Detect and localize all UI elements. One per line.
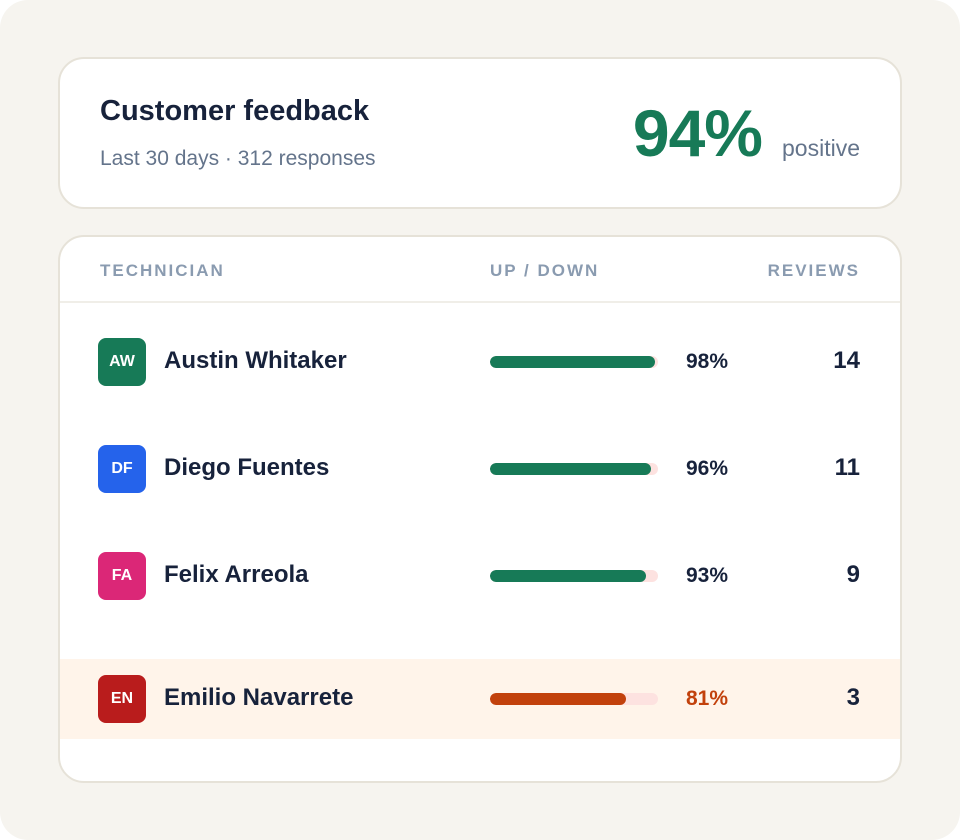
technician-name: Diego Fuentes [164, 454, 330, 481]
title: Customer feedback [100, 95, 370, 127]
avatar: EN [98, 675, 146, 723]
technician-name: Emilio Navarrete [164, 684, 354, 711]
bar [490, 693, 627, 705]
bar-track [490, 570, 658, 582]
bar [490, 356, 655, 368]
bar [490, 570, 647, 582]
percent-label: 93% [685, 564, 728, 587]
subtitle: Last 30 days · 312 responses [100, 147, 376, 170]
column-header: TECHNICIAN [100, 261, 225, 280]
avatar: DF [98, 445, 146, 493]
percent-label: 96% [685, 457, 728, 480]
technician-name: Felix Arreola [164, 561, 309, 588]
table-card: TECHNICIAN UP / DOWN REVIEWS AW Austin Wh… [58, 235, 902, 783]
bar-track [490, 356, 658, 368]
review-count: 11 [834, 454, 860, 481]
percent-label: 98% [685, 350, 728, 373]
avatar: AW [98, 338, 146, 386]
technician-name: Austin Whitaker [164, 347, 347, 374]
row-highlight [60, 659, 900, 739]
score: 94% [632, 96, 763, 170]
bar-track [490, 463, 658, 475]
column-header: UP / DOWN [490, 261, 600, 280]
review-count: 9 [846, 561, 860, 588]
bar [490, 463, 652, 475]
summary-card: Customer feedback Last 30 days · 312 res… [58, 57, 902, 209]
percent-label: 81% [685, 687, 728, 710]
score-caption: positive [782, 135, 860, 161]
column-header: REVIEWS [767, 261, 860, 280]
bar-track [490, 693, 658, 705]
divider [60, 301, 900, 303]
review-count: 14 [833, 347, 860, 374]
review-count: 3 [846, 684, 860, 711]
avatar: FA [98, 552, 146, 600]
